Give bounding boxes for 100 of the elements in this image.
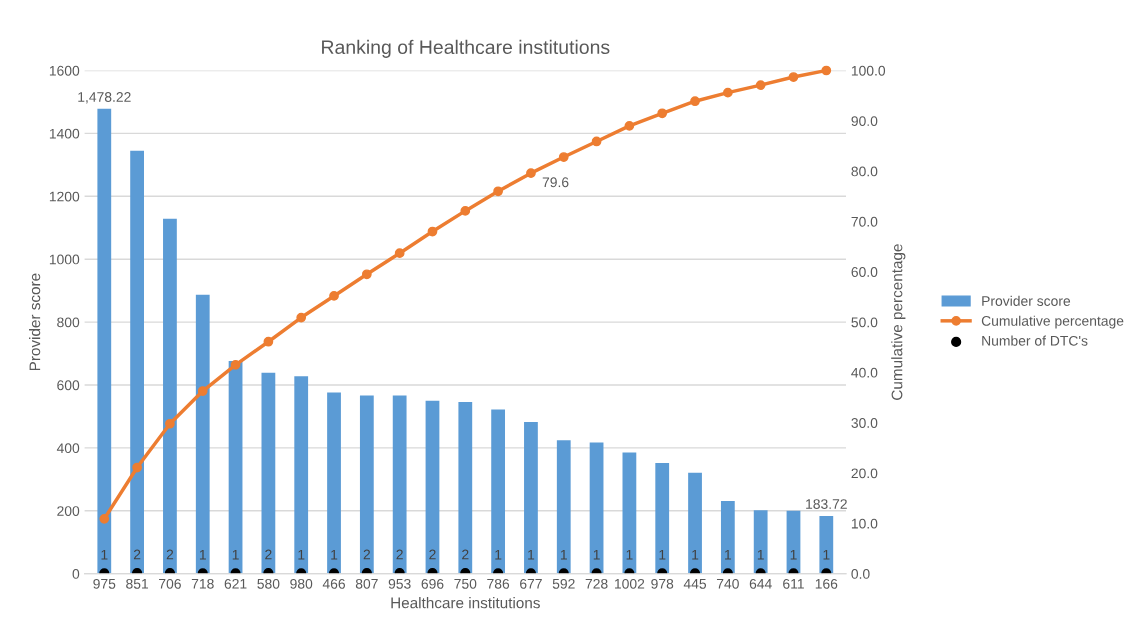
x-tick-label: 750	[454, 578, 477, 589]
data-label: 183.72	[806, 499, 847, 509]
legend-label: Number of DTC's	[982, 335, 1088, 346]
data-label: 2	[462, 549, 469, 560]
point	[361, 269, 372, 280]
data-label: 1	[232, 549, 239, 560]
bar	[425, 400, 440, 574]
data-label: 1,478.22	[78, 92, 131, 104]
data-label: 1	[560, 549, 567, 560]
x-tick-label: 696	[421, 578, 444, 589]
bar	[524, 422, 538, 574]
x-tick-label: 677	[520, 578, 542, 589]
y2-tick-label: 80.0	[851, 166, 878, 177]
y2-tick-label: 50.0	[851, 317, 878, 328]
bar	[753, 510, 768, 574]
data-label: 1	[823, 549, 830, 560]
y-tick-label: 200	[57, 506, 80, 516]
data-label: 1	[101, 549, 108, 560]
x-tick-label: 466	[322, 578, 345, 589]
point	[558, 152, 569, 162]
x-tick-label: 807	[355, 578, 378, 589]
y2-tick-label: 0.0	[851, 569, 870, 579]
y2-tick-label: 40.0	[851, 367, 878, 378]
bar	[491, 409, 506, 574]
x-tick-label: 718	[191, 578, 214, 589]
y2-tick-label: 10.0	[851, 518, 878, 529]
bar	[622, 452, 637, 574]
bar	[163, 218, 177, 574]
bar	[589, 442, 604, 574]
y-tick-label: 600	[57, 380, 80, 391]
y-tick-label: 1200	[49, 191, 80, 202]
bar	[655, 462, 670, 574]
data-label: 1	[495, 549, 502, 560]
y2-tick-label: 70.0	[851, 216, 878, 227]
data-label: 2	[429, 549, 436, 560]
data-label: 1	[659, 549, 666, 560]
x-tick-label: 166	[815, 578, 838, 589]
data-label: 1	[757, 549, 764, 560]
y-axis-title: Provider score	[29, 273, 41, 371]
bar	[294, 376, 309, 574]
bar	[458, 401, 473, 574]
bar	[688, 472, 702, 574]
y-tick-label: 1000	[49, 254, 80, 265]
x-tick-label: 980	[290, 578, 313, 589]
point	[690, 96, 700, 107]
data-label: 1	[199, 549, 206, 560]
data-label: 1	[626, 549, 633, 560]
bar	[819, 515, 834, 574]
point	[427, 226, 438, 237]
data-label: 2	[396, 549, 403, 560]
y2-tick-label: 30.0	[851, 418, 878, 428]
y2-tick-label: 90.0	[851, 116, 878, 126]
point	[165, 418, 175, 429]
bar	[228, 361, 243, 574]
x-tick-label: 953	[388, 578, 411, 589]
x-tick-label: 592	[552, 578, 575, 589]
chart-title: Ranking of Healthcare institutions	[322, 39, 610, 58]
x-tick-label: 611	[783, 578, 804, 589]
point	[329, 291, 339, 301]
point	[788, 72, 799, 82]
point	[99, 513, 110, 524]
y2-tick-label: 100.0	[851, 65, 886, 76]
x-tick-label: 580	[257, 578, 280, 589]
data-label: 79.6	[542, 177, 569, 188]
y-tick-label: 400	[56, 443, 80, 454]
x-tick-label: 445	[683, 579, 707, 589]
point	[132, 462, 142, 473]
bar	[392, 395, 407, 574]
y-tick-label: 0	[72, 569, 80, 579]
y2-tick-label: 60.0	[851, 267, 878, 277]
x-tick-label: 728	[585, 578, 608, 589]
legend-label: Cumulative percentage	[981, 315, 1124, 329]
y-tick-label: 1600	[49, 65, 80, 76]
point	[394, 248, 405, 259]
x-axis-title: Healthcare institutions	[391, 597, 540, 609]
x-tick-label: 706	[159, 578, 181, 589]
y-tick-label: 800	[57, 317, 80, 328]
data-label: 2	[133, 549, 141, 560]
point	[230, 360, 241, 370]
point	[591, 136, 602, 147]
bar	[261, 372, 276, 574]
point	[460, 206, 471, 216]
bar	[195, 294, 210, 574]
data-label: 1	[298, 549, 305, 560]
bar	[97, 108, 112, 574]
data-label: 2	[166, 549, 174, 560]
y-tick-label: 1400	[49, 128, 80, 139]
data-label: 1	[528, 549, 535, 560]
point	[197, 386, 208, 396]
bar	[359, 395, 374, 574]
point	[722, 87, 733, 98]
legend-label: Provider score	[982, 295, 1071, 306]
point	[493, 186, 503, 197]
point	[755, 80, 766, 90]
x-tick-label: 978	[651, 578, 674, 589]
data-label: 2	[265, 549, 272, 560]
x-tick-label: 740	[716, 578, 739, 589]
x-tick-label: 1002	[615, 578, 645, 589]
x-tick-label: 851	[126, 578, 149, 589]
point	[296, 312, 307, 323]
